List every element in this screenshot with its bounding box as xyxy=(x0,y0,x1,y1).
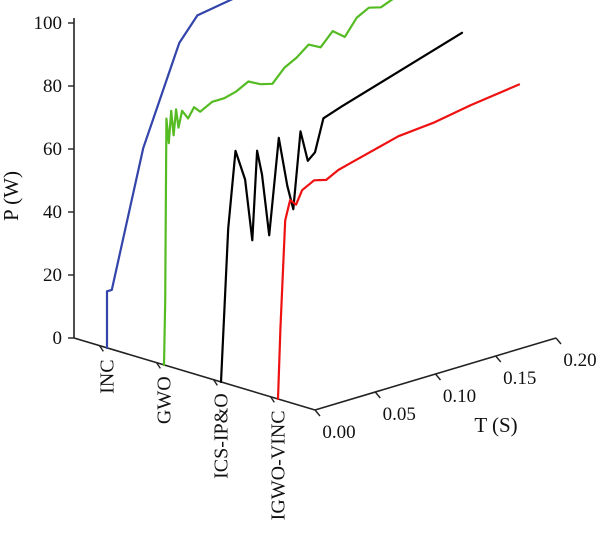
x-tick-mark xyxy=(495,355,502,363)
x-tick-mark xyxy=(314,409,321,417)
x-tick-mark xyxy=(555,337,562,345)
y-tick-label: 20 xyxy=(43,265,62,286)
series-line-inc xyxy=(105,0,234,350)
series-layer xyxy=(105,0,521,401)
category-label: IGWO-VINC xyxy=(267,410,289,520)
y-tick-label: 0 xyxy=(53,328,63,349)
x-ticks: 0.00 0.05 0.10 0.15 0.20 xyxy=(314,337,597,443)
y-axis-title: P (W) xyxy=(0,171,23,221)
x-tick-mark xyxy=(434,373,442,381)
x-tick-mark xyxy=(374,391,381,399)
category-tick-mark xyxy=(98,344,104,352)
category-label: INC xyxy=(96,359,118,393)
series-line-ics-ip-o xyxy=(219,31,464,384)
series-line-gwo xyxy=(162,0,394,367)
category-label: GWO xyxy=(153,376,175,424)
axes xyxy=(73,18,557,411)
y-tick-label: 40 xyxy=(43,202,62,223)
y-tick-label: 80 xyxy=(43,76,62,97)
category-label: ICS-IP&O xyxy=(210,393,232,479)
x-tick-label: 0.05 xyxy=(383,404,416,425)
x-axis-title: T (S) xyxy=(474,413,517,437)
y-tick-label: 60 xyxy=(43,139,62,160)
category-tick-mark xyxy=(212,378,218,386)
category-axis-line xyxy=(73,337,316,411)
y-ticks: 0 20 40 60 80 100 xyxy=(34,13,74,349)
category-tick-mark xyxy=(155,361,161,369)
x-tick-label: 0.00 xyxy=(322,422,355,443)
x-tick-label: 0.20 xyxy=(563,350,596,371)
y-tick-label: 100 xyxy=(34,13,63,34)
series-line-igwo-vinc xyxy=(276,83,521,401)
category-tick-mark xyxy=(269,395,275,403)
x-tick-label: 0.10 xyxy=(443,386,476,407)
x-tick-label: 0.15 xyxy=(503,368,536,389)
category-labels: INC GWO ICS-IP&O IGWO-VINC xyxy=(96,344,289,520)
